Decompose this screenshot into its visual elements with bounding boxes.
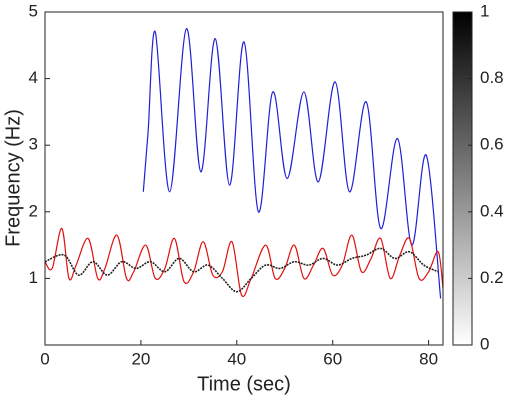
y-tick-label: 4 xyxy=(29,68,38,87)
colorbar-tick-label: 0.2 xyxy=(480,268,504,287)
line xyxy=(142,28,442,299)
x-tick-label: 60 xyxy=(323,349,342,368)
y-tick-label: 3 xyxy=(29,135,38,154)
x-tick-label: 20 xyxy=(131,349,150,368)
y-tick-label: 1 xyxy=(29,268,38,287)
y-tick-label: 2 xyxy=(29,201,38,220)
colorbar-tick-label: 0.4 xyxy=(480,201,504,220)
line xyxy=(44,247,439,293)
x-tick-label: 40 xyxy=(227,349,246,368)
y-tick-label: 5 xyxy=(29,1,38,20)
colorbar-tick-label: 0 xyxy=(480,334,489,353)
colorbar-tick-label: 0.8 xyxy=(480,68,504,87)
line xyxy=(44,227,444,298)
colorbar-tick-label: 1 xyxy=(480,1,489,20)
colorbar-tick-label: 0.6 xyxy=(480,135,504,154)
plot-frame xyxy=(44,11,444,346)
x-axis-label: Time (sec) xyxy=(197,373,291,395)
colorbar xyxy=(452,11,473,346)
x-tick-label: 80 xyxy=(419,349,438,368)
y-axis-label: Frequency (Hz) xyxy=(2,109,24,247)
x-tick-label: 0 xyxy=(40,349,49,368)
